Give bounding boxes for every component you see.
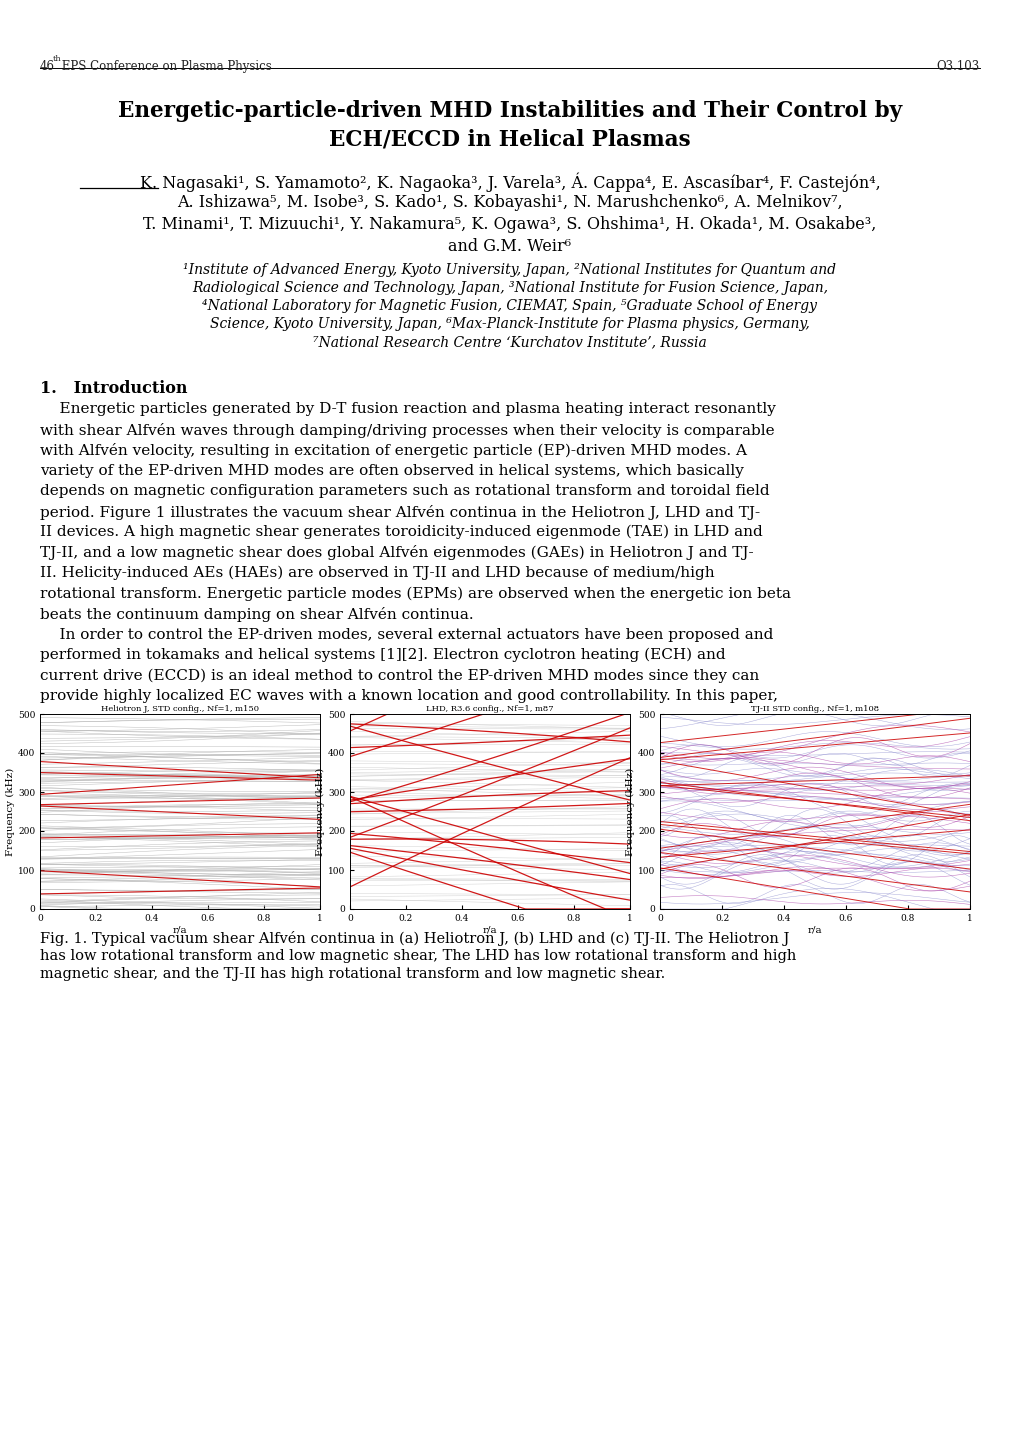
Text: and G.M. Weir⁶: and G.M. Weir⁶: [448, 238, 571, 255]
Text: ¹Institute of Advanced Energy, Kyoto University, Japan, ²National Institutes for: ¹Institute of Advanced Energy, Kyoto Uni…: [183, 262, 836, 277]
Y-axis label: Frequency (kHz): Frequency (kHz): [6, 767, 15, 855]
Text: Energetic particles generated by D-T fusion reaction and plasma heating interact: Energetic particles generated by D-T fus…: [40, 402, 775, 415]
Text: ⁴National Laboratory for Magnetic Fusion, CIEMAT, Spain, ⁵Graduate School of Ene: ⁴National Laboratory for Magnetic Fusion…: [203, 298, 816, 313]
Text: provide highly localized EC waves with a known location and good controllability: provide highly localized EC waves with a…: [40, 689, 777, 704]
Y-axis label: Frequency (kHz): Frequency (kHz): [316, 767, 325, 855]
Text: magnetic shear, and the TJ-II has high rotational transform and low magnetic she: magnetic shear, and the TJ-II has high r…: [40, 968, 664, 981]
X-axis label: r/a: r/a: [482, 926, 497, 934]
Text: ⁷National Research Centre ‘Kurchatov Institute’, Russia: ⁷National Research Centre ‘Kurchatov Ins…: [313, 335, 706, 349]
Text: Fig. 1. Typical vacuum shear Alfvén continua in (a) Heliotron J, (b) LHD and (c): Fig. 1. Typical vacuum shear Alfvén cont…: [40, 932, 789, 946]
Text: beats the continuum damping on shear Alfvén continua.: beats the continuum damping on shear Alf…: [40, 607, 473, 622]
Text: T. Minami¹, T. Mizuuchi¹, Y. Nakamura⁵, K. Ogawa³, S. Ohshima¹, H. Okada¹, M. Os: T. Minami¹, T. Mizuuchi¹, Y. Nakamura⁵, …: [144, 216, 875, 234]
Text: (b): (b): [350, 717, 368, 730]
Text: has low rotational transform and low magnetic shear, The LHD has low rotational : has low rotational transform and low mag…: [40, 949, 796, 963]
Text: O3.103: O3.103: [935, 61, 979, 74]
X-axis label: r/a: r/a: [172, 926, 187, 934]
Text: In order to control the EP-driven modes, several external actuators have been pr: In order to control the EP-driven modes,…: [40, 627, 772, 642]
Text: TJ-II, and a low magnetic shear does global Alfvén eigenmodes (GAEs) in Heliotro: TJ-II, and a low magnetic shear does glo…: [40, 545, 753, 561]
Text: with shear Alfvén waves through damping/driving processes when their velocity is: with shear Alfvén waves through damping/…: [40, 423, 773, 437]
Text: depends on magnetic configuration parameters such as rotational transform and to: depends on magnetic configuration parame…: [40, 485, 769, 497]
Text: A. Ishizawa⁵, M. Isobe³, S. Kado¹, S. Kobayashi¹, N. Marushchenko⁶, A. Melnikov⁷: A. Ishizawa⁵, M. Isobe³, S. Kado¹, S. Ko…: [177, 195, 842, 211]
X-axis label: r/a: r/a: [807, 926, 821, 934]
Text: Science, Kyoto University, Japan, ⁶Max-Planck-Institute for Plasma physics, Germ: Science, Kyoto University, Japan, ⁶Max-P…: [210, 317, 809, 332]
Text: II. Helicity-induced AEs (HAEs) are observed in TJ-II and LHD because of medium/: II. Helicity-induced AEs (HAEs) are obse…: [40, 567, 714, 580]
Text: Energetic-particle-driven MHD Instabilities and Their Control by: Energetic-particle-driven MHD Instabilit…: [118, 99, 901, 123]
Text: Radiological Science and Technology, Japan, ³National Institute for Fusion Scien: Radiological Science and Technology, Jap…: [192, 281, 827, 296]
Text: 1.   Introduction: 1. Introduction: [40, 381, 187, 397]
Text: period. Figure 1 illustrates the vacuum shear Alfvén continua in the Heliotron J: period. Figure 1 illustrates the vacuum …: [40, 505, 759, 519]
Text: EPS Conference on Plasma Physics: EPS Conference on Plasma Physics: [58, 61, 271, 74]
Text: K. Nagasaki¹, S. Yamamoto², K. Nagaoka³, J. Varela³, Á. Cappa⁴, E. Ascasíbar⁴, F: K. Nagasaki¹, S. Yamamoto², K. Nagaoka³,…: [140, 172, 879, 192]
Title: LHD, R3.6 config., Nf=1, m87: LHD, R3.6 config., Nf=1, m87: [426, 705, 553, 714]
Text: current drive (ECCD) is an ideal method to control the EP-driven MHD modes since: current drive (ECCD) is an ideal method …: [40, 669, 758, 684]
Text: th: th: [53, 55, 62, 63]
Title: Heliotron J, STD config., Nf=1, m150: Heliotron J, STD config., Nf=1, m150: [101, 705, 259, 714]
Text: 46: 46: [40, 61, 55, 74]
Text: variety of the EP-driven MHD modes are often observed in helical systems, which : variety of the EP-driven MHD modes are o…: [40, 463, 743, 477]
Text: II devices. A high magnetic shear generates toroidicity-induced eigenmode (TAE) : II devices. A high magnetic shear genera…: [40, 525, 762, 539]
Text: rotational transform. Energetic particle modes (EPMs) are observed when the ener: rotational transform. Energetic particle…: [40, 587, 790, 601]
Text: (c): (c): [659, 717, 677, 730]
Title: TJ-II STD config., Nf=1, m108: TJ-II STD config., Nf=1, m108: [750, 705, 878, 714]
Text: (a): (a): [40, 717, 58, 730]
Text: with Alfvén velocity, resulting in excitation of energetic particle (EP)-driven : with Alfvén velocity, resulting in excit…: [40, 443, 746, 459]
Y-axis label: Frequency (kHz): Frequency (kHz): [626, 767, 635, 855]
Text: ECH/ECCD in Helical Plasmas: ECH/ECCD in Helical Plasmas: [329, 128, 690, 150]
Text: performed in tokamaks and helical systems [1][2]. Electron cyclotron heating (EC: performed in tokamaks and helical system…: [40, 647, 725, 662]
